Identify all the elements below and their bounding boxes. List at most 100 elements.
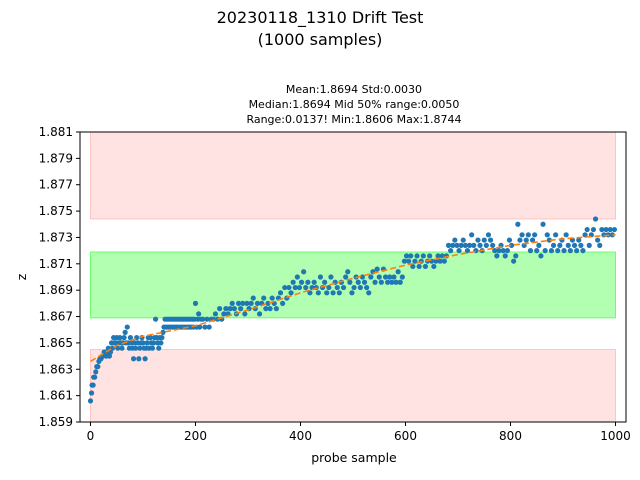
points-layer bbox=[87, 216, 618, 404]
data-point bbox=[269, 295, 275, 301]
data-point bbox=[519, 232, 525, 238]
bands-layer bbox=[90, 131, 616, 423]
data-point bbox=[303, 284, 309, 291]
data-point bbox=[324, 290, 330, 296]
data-point bbox=[359, 274, 366, 280]
data-point bbox=[582, 232, 588, 238]
data-point bbox=[542, 248, 548, 254]
data-point bbox=[376, 274, 382, 280]
y-axis-label: z bbox=[14, 273, 29, 280]
plot-frame bbox=[79, 131, 627, 423]
x-tick-label: 1000 bbox=[600, 429, 631, 443]
data-point bbox=[127, 335, 133, 341]
data-point bbox=[204, 316, 210, 322]
data-point bbox=[334, 284, 340, 291]
data-point bbox=[410, 263, 416, 270]
data-point bbox=[119, 345, 125, 351]
data-point bbox=[196, 311, 202, 317]
data-point bbox=[414, 253, 420, 259]
data-point bbox=[395, 269, 401, 275]
data-point bbox=[242, 311, 248, 317]
data-point bbox=[273, 306, 279, 312]
data-point bbox=[328, 274, 334, 280]
data-point bbox=[159, 335, 165, 341]
data-point bbox=[133, 345, 139, 351]
data-point bbox=[298, 279, 305, 285]
x-tick-label: 200 bbox=[184, 429, 207, 443]
data-point bbox=[301, 269, 307, 275]
y-tick-label: 1.867 bbox=[39, 310, 73, 324]
data-point bbox=[267, 306, 273, 312]
data-point bbox=[357, 284, 363, 291]
data-point bbox=[435, 253, 441, 259]
data-point bbox=[115, 345, 121, 351]
data-point bbox=[544, 232, 550, 238]
data-point bbox=[95, 364, 101, 370]
data-point bbox=[450, 242, 456, 248]
data-point bbox=[364, 284, 370, 291]
data-point bbox=[532, 232, 538, 238]
data-point bbox=[265, 300, 271, 306]
data-point bbox=[121, 335, 127, 341]
data-point bbox=[261, 295, 267, 301]
data-point bbox=[92, 374, 98, 380]
data-point bbox=[427, 253, 433, 259]
data-point bbox=[603, 226, 609, 233]
data-point bbox=[368, 274, 374, 280]
data-point bbox=[565, 242, 571, 248]
data-point bbox=[393, 279, 399, 285]
data-point bbox=[229, 300, 235, 306]
data-point bbox=[538, 253, 544, 259]
data-point bbox=[382, 274, 389, 280]
band-out-of-spec-high bbox=[90, 131, 616, 220]
data-point bbox=[515, 221, 521, 227]
data-point bbox=[158, 340, 164, 346]
data-point bbox=[221, 311, 227, 317]
data-point bbox=[609, 232, 615, 238]
y-tick-label: 1.869 bbox=[39, 283, 73, 297]
data-point bbox=[420, 253, 426, 259]
data-point bbox=[149, 345, 156, 351]
data-point bbox=[567, 248, 573, 254]
data-point bbox=[137, 345, 143, 351]
data-point bbox=[458, 242, 464, 248]
data-point bbox=[477, 242, 483, 248]
data-point bbox=[511, 258, 517, 264]
band-out-of-spec-low bbox=[90, 349, 616, 423]
data-point bbox=[586, 242, 592, 248]
data-point bbox=[548, 248, 555, 254]
data-point bbox=[571, 242, 578, 248]
data-point bbox=[294, 274, 300, 280]
data-point bbox=[540, 221, 546, 227]
stats-line-1: Mean:1.8694 Std:0.0030 bbox=[285, 83, 423, 96]
data-point bbox=[506, 237, 513, 243]
data-point bbox=[494, 253, 500, 259]
data-point bbox=[456, 248, 462, 254]
data-point bbox=[492, 248, 498, 254]
data-point bbox=[235, 300, 242, 306]
data-point bbox=[523, 237, 529, 243]
data-point bbox=[561, 248, 567, 254]
x-axis-label: probe sample bbox=[311, 450, 397, 465]
y-tick-label: 1.859 bbox=[39, 415, 73, 429]
data-point bbox=[389, 279, 395, 285]
data-point bbox=[250, 295, 256, 301]
data-point bbox=[485, 232, 492, 238]
data-point bbox=[372, 279, 378, 285]
data-point bbox=[87, 398, 94, 404]
data-point bbox=[124, 324, 130, 330]
data-point bbox=[490, 242, 496, 248]
band-tolerance bbox=[90, 251, 616, 319]
x-tick-label: 800 bbox=[499, 429, 522, 443]
data-point bbox=[555, 248, 561, 254]
data-point bbox=[599, 226, 605, 233]
data-point bbox=[351, 284, 357, 291]
data-point bbox=[290, 279, 296, 285]
data-point bbox=[452, 237, 458, 243]
data-point bbox=[462, 242, 468, 248]
data-point bbox=[412, 258, 418, 264]
trend-layer bbox=[90, 234, 616, 363]
data-point bbox=[422, 263, 429, 270]
data-point bbox=[343, 274, 349, 280]
data-point bbox=[212, 311, 219, 317]
